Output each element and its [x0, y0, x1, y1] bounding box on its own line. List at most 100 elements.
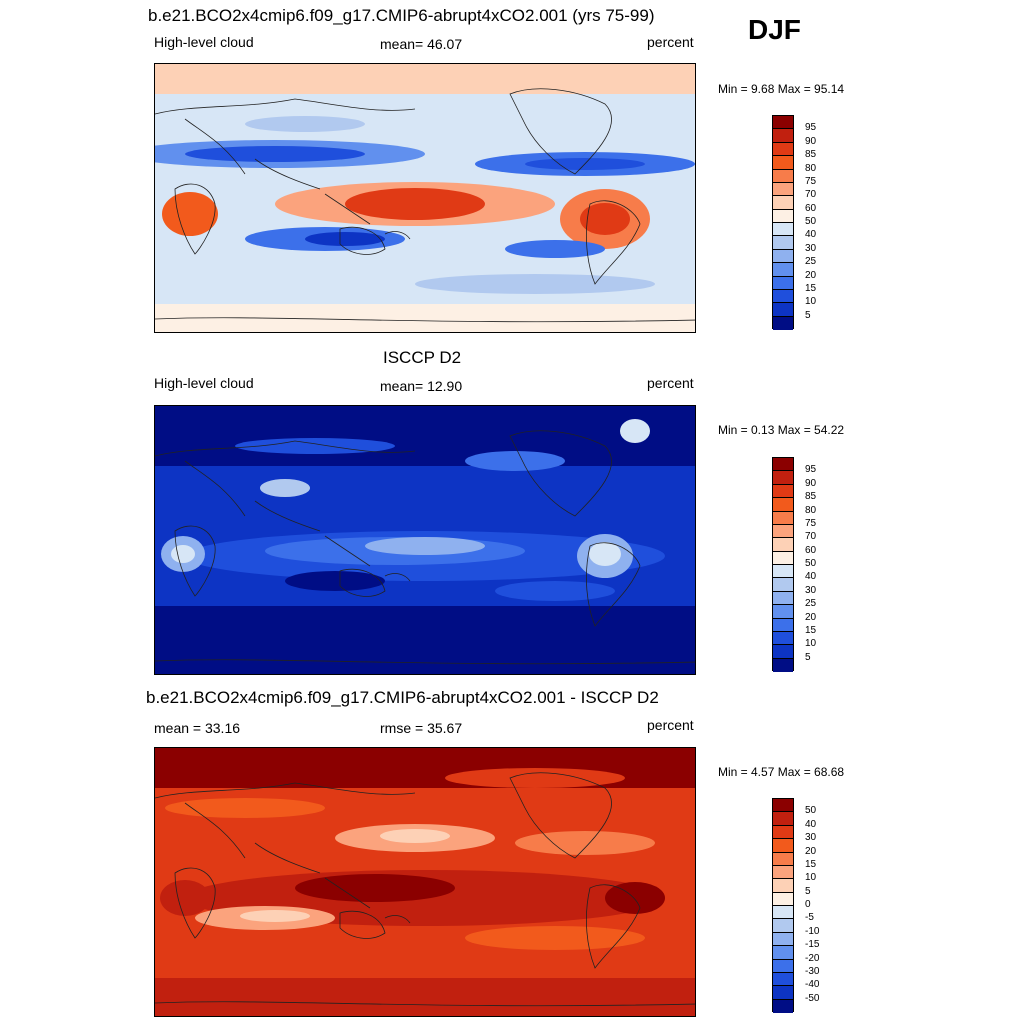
- colorbar-swatch: [773, 289, 793, 304]
- colorbar-tick-label: 15: [805, 858, 817, 870]
- colorbar-swatch: [773, 631, 793, 646]
- colorbar-tick-label: 90: [805, 477, 817, 489]
- panel-1-minmax: Min = 9.68 Max = 95.14: [718, 82, 845, 96]
- colorbar-tick-label: 95: [805, 464, 817, 476]
- colorbar-swatch: [773, 551, 793, 565]
- colorbar-tick-label: 30: [805, 242, 817, 254]
- colorbar-tick-label: 15: [805, 282, 817, 294]
- colorbar-swatch: [773, 156, 793, 170]
- colorbar-swatch: [773, 986, 793, 1000]
- colorbar-swatch: [773, 471, 793, 485]
- colorbar-tick-label: 20: [805, 845, 817, 857]
- panel-1-variable-label: High-level cloud: [154, 34, 254, 50]
- colorbar-tick-label: 10: [805, 638, 817, 650]
- colorbar-tick-label: 75: [805, 175, 817, 187]
- colorbar-swatch: [773, 116, 793, 130]
- colorbar-swatch: [773, 236, 793, 250]
- panel-1-colorbar: [772, 115, 794, 330]
- colorbar-swatch: [773, 169, 793, 183]
- colorbar-swatch: [773, 565, 793, 579]
- colorbar-swatch: [773, 129, 793, 143]
- colorbar-tick-label: 80: [805, 162, 817, 174]
- panel-3-rmse-label: rmse = 35.67: [380, 720, 463, 736]
- colorbar-tick-label: 85: [805, 491, 817, 503]
- colorbar-tick-label: -30: [805, 965, 820, 977]
- colorbar-tick-label: 85: [805, 149, 817, 161]
- colorbar-swatch: [773, 932, 793, 947]
- colorbar-swatch: [773, 484, 793, 499]
- colorbar-swatch: [773, 182, 793, 197]
- panel-2-variable-label: High-level cloud: [154, 375, 254, 391]
- panel-1-units-label: percent: [647, 34, 694, 50]
- colorbar-tick-label: 50: [805, 805, 817, 817]
- colorbar-tick-label: 25: [805, 256, 817, 268]
- colorbar-tick-label: 75: [805, 517, 817, 529]
- colorbar-swatch: [773, 263, 793, 277]
- panel-2-map-field: [155, 406, 695, 674]
- colorbar-tick-label: 0: [805, 899, 811, 910]
- colorbar-swatch: [773, 825, 793, 840]
- colorbar-tick-label: 70: [805, 531, 817, 543]
- colorbar-swatch: [773, 142, 793, 157]
- colorbar-swatch: [773, 852, 793, 866]
- colorbar-swatch: [773, 879, 793, 893]
- colorbar-swatch: [773, 865, 793, 880]
- season-label: DJF: [748, 14, 801, 45]
- colorbar-tick-label: 40: [805, 571, 817, 583]
- colorbar-tick-label: -50: [805, 992, 820, 1004]
- colorbar-swatch: [773, 618, 793, 632]
- colorbar-swatch: [773, 276, 793, 290]
- panel-2-title: ISCCP D2: [383, 348, 462, 367]
- colorbar-tick-label: 25: [805, 598, 817, 610]
- colorbar-swatch: [773, 511, 793, 525]
- colorbar-swatch: [773, 906, 793, 920]
- panel-2-minmax: Min = 0.13 Max = 54.22: [718, 423, 845, 437]
- colorbar-tick-label: -5: [805, 912, 814, 924]
- colorbar-tick-label: 50: [805, 558, 817, 569]
- panel-3-map: [154, 747, 696, 1017]
- colorbar-swatch: [773, 959, 793, 973]
- colorbar-tick-label: -20: [805, 952, 820, 964]
- panel-3-mean-label: mean = 33.16: [154, 720, 241, 736]
- colorbar-tick-label: 40: [805, 229, 817, 241]
- panel-2-colorbar: [772, 457, 794, 672]
- colorbar-swatch: [773, 946, 793, 960]
- colorbar-tick-label: 95: [805, 122, 817, 134]
- colorbar-tick-label: 15: [805, 624, 817, 636]
- panel-2-mean-label: mean= 12.90: [380, 378, 463, 394]
- panel-3-units-label: percent: [647, 717, 694, 733]
- colorbar-tick-label: 70: [805, 189, 817, 201]
- colorbar-tick-label: 90: [805, 135, 817, 147]
- colorbar-tick-label: 60: [805, 544, 817, 556]
- colorbar-swatch: [773, 972, 793, 987]
- colorbar-tick-label: 5: [805, 651, 811, 663]
- colorbar-swatch: [773, 209, 793, 223]
- colorbar-swatch: [773, 591, 793, 606]
- colorbar-swatch: [773, 196, 793, 210]
- panel-1-map: [154, 63, 696, 333]
- panel-2-map: [154, 405, 696, 675]
- colorbar-swatch: [773, 658, 793, 672]
- colorbar-tick-label: 10: [805, 296, 817, 308]
- colorbar-tick-label: -15: [805, 939, 820, 951]
- panel-3-title: b.e21.BCO2x4cmip6.f09_g17.CMIP6-abrupt4x…: [146, 688, 659, 707]
- colorbar-swatch: [773, 919, 793, 933]
- colorbar-swatch: [773, 524, 793, 539]
- colorbar-swatch: [773, 892, 793, 906]
- colorbar-tick-label: 5: [805, 885, 811, 897]
- colorbar-swatch: [773, 303, 793, 317]
- colorbar-swatch: [773, 578, 793, 592]
- colorbar-swatch: [773, 812, 793, 826]
- colorbar-tick-label: 30: [805, 832, 817, 844]
- colorbar-tick-label: 60: [805, 202, 817, 214]
- colorbar-swatch: [773, 605, 793, 619]
- panel-1-mean-label: mean= 46.07: [380, 36, 463, 52]
- panel-3-colorbar: [772, 798, 794, 1013]
- colorbar-tick-label: -40: [805, 979, 820, 991]
- colorbar-swatch: [773, 458, 793, 472]
- panel-3-map-field: [155, 748, 695, 1016]
- colorbar-tick-label: 50: [805, 216, 817, 227]
- colorbar-tick-label: 20: [805, 611, 817, 623]
- colorbar-swatch: [773, 249, 793, 264]
- colorbar-swatch: [773, 316, 793, 330]
